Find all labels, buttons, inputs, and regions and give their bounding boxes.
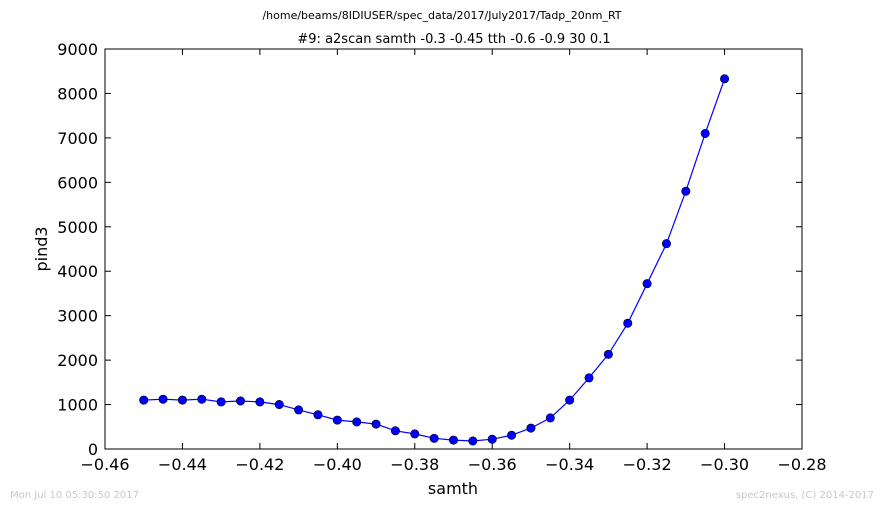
x-axis-label: samth — [428, 479, 478, 498]
series-marker-layer — [139, 74, 730, 446]
y-tick-label: 4000 — [57, 262, 98, 281]
data-point — [158, 394, 168, 404]
data-point — [332, 415, 342, 425]
y-axis-ticks: 0 1000 2000 3000 4000 5000 6000 7000 8000 9000 — [57, 40, 802, 459]
data-point — [720, 74, 730, 84]
data-point — [177, 395, 187, 405]
data-point — [255, 397, 265, 407]
x-tick-label: −0.40 — [313, 455, 362, 474]
data-point — [216, 397, 226, 407]
x-tick-label: −0.36 — [468, 455, 517, 474]
data-point — [468, 436, 478, 446]
data-point — [274, 400, 284, 410]
x-tick-label: −0.42 — [235, 455, 284, 474]
x-tick-label: −0.38 — [390, 455, 439, 474]
data-point — [623, 318, 633, 328]
x-tick-label: −0.28 — [777, 455, 826, 474]
data-point — [681, 186, 691, 196]
data-point — [371, 419, 381, 429]
data-point — [565, 395, 575, 405]
x-tick-label: −0.32 — [623, 455, 672, 474]
y-tick-label: 1000 — [57, 396, 98, 415]
data-point — [410, 429, 420, 439]
y-tick-label: 8000 — [57, 84, 98, 103]
y-tick-label: 6000 — [57, 173, 98, 192]
data-point — [584, 373, 594, 383]
x-tick-label: −0.30 — [700, 455, 749, 474]
y-tick-label: 0 — [88, 440, 98, 459]
x-axis-ticks: −0.46 −0.44 −0.42 −0.40 −0.38 −0.36 −0.34 −0.32… — [80, 49, 827, 474]
data-point — [661, 239, 671, 249]
x-tick-label: −0.46 — [80, 455, 129, 474]
plot-frame — [104, 48, 803, 450]
series-line — [143, 78, 726, 442]
series-line-layer — [143, 78, 726, 442]
data-point — [294, 405, 304, 415]
y-tick-label: 5000 — [57, 218, 98, 237]
y-tick-label: 7000 — [57, 129, 98, 148]
data-point — [448, 435, 458, 445]
figure-suptitle: /home/beams/8IDIUSER/spec_data/2017/July… — [262, 9, 621, 22]
x-tick-label: −0.34 — [545, 455, 594, 474]
y-tick-label: 2000 — [57, 351, 98, 370]
data-point — [139, 395, 149, 405]
data-point — [313, 410, 323, 420]
footer-credit: spec2nexus, (C) 2014-2017 — [735, 490, 874, 501]
footer-timestamp: Mon Jul 10 05:30:50 2017 — [10, 490, 139, 501]
data-point — [390, 426, 400, 436]
data-point — [526, 423, 536, 433]
chart-title: #9: a2scan samth -0.3 -0.45 tth -0.6 -0.… — [297, 32, 610, 47]
data-point — [429, 433, 439, 443]
data-point — [236, 396, 246, 406]
x-tick-label: −0.44 — [158, 455, 207, 474]
data-point — [507, 430, 517, 440]
data-point — [197, 394, 207, 404]
data-point — [603, 349, 613, 359]
data-point — [642, 279, 652, 289]
data-point — [545, 413, 555, 423]
y-tick-label: 3000 — [57, 307, 98, 326]
y-tick-label: 9000 — [57, 40, 98, 59]
data-point — [487, 434, 497, 444]
y-axis-label: pind3 — [32, 226, 51, 271]
data-point — [352, 417, 362, 427]
data-point — [700, 128, 710, 138]
